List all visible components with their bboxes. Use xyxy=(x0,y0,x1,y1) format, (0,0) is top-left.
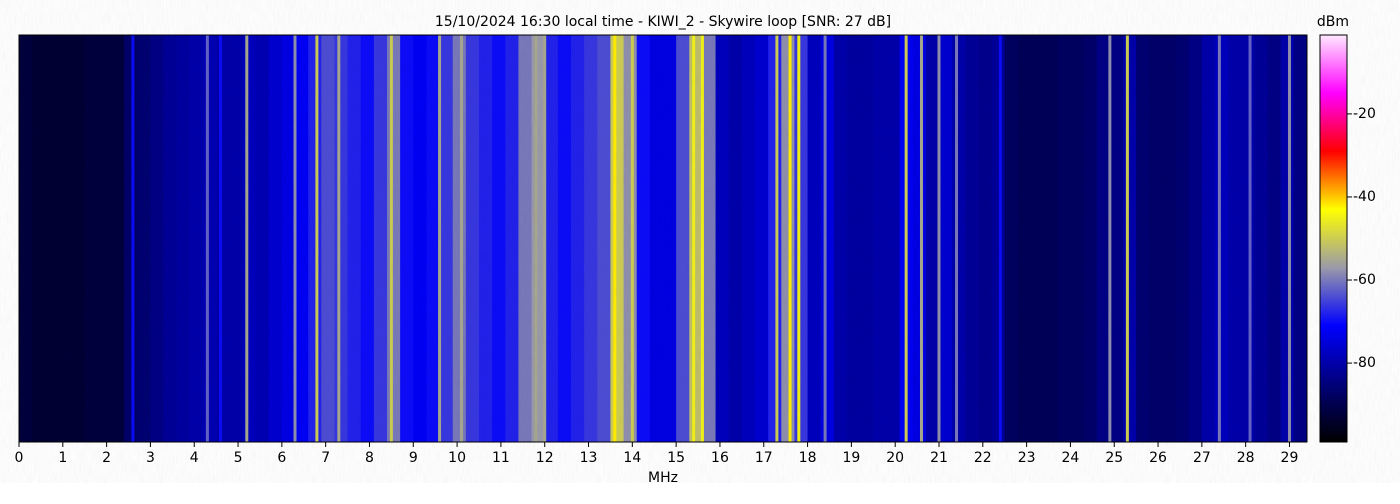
x-tick-label: 9 xyxy=(409,450,418,466)
plot-frame xyxy=(18,34,1308,443)
x-tick-label: 7 xyxy=(321,450,330,466)
x-tick-label: 8 xyxy=(365,450,374,466)
x-tick-label: 23 xyxy=(1018,450,1036,466)
texture xyxy=(19,35,1307,442)
x-tick-label: 25 xyxy=(1105,450,1123,466)
x-tick-label: 6 xyxy=(277,450,286,466)
x-tick-label: 17 xyxy=(755,450,773,466)
x-tick-label: 3 xyxy=(146,450,155,466)
x-tick-label: 29 xyxy=(1281,450,1299,466)
x-tick-label: 10 xyxy=(448,450,466,466)
chart-title: 15/10/2024 16:30 local time - KIWI_2 - S… xyxy=(435,14,891,30)
colorbar-tick-label: -40 xyxy=(1353,189,1376,205)
x-tick-label: 22 xyxy=(974,450,992,466)
x-tick-label: 18 xyxy=(799,450,817,466)
x-tick-label: 5 xyxy=(234,450,243,466)
x-tick-label: 14 xyxy=(623,450,641,466)
colorbar-tick-label: -20 xyxy=(1353,106,1376,122)
x-tick-label: 11 xyxy=(492,450,510,466)
colorbar-label: dBm xyxy=(1317,14,1349,30)
x-tick-label: 27 xyxy=(1193,450,1211,466)
x-tick-label: 16 xyxy=(711,450,729,466)
x-tick-label: 4 xyxy=(190,450,199,466)
colorbar-tick-label: -60 xyxy=(1353,272,1376,288)
colorbar-tick-label: -80 xyxy=(1353,355,1376,371)
x-tick-label: 1 xyxy=(58,450,67,466)
x-tick-label: 15 xyxy=(667,450,685,466)
colorbar xyxy=(1319,34,1348,443)
x-axis-label: MHz xyxy=(648,470,678,486)
x-tick-label: 20 xyxy=(886,450,904,466)
x-tick-label: 19 xyxy=(842,450,860,466)
x-tick-label: 28 xyxy=(1237,450,1255,466)
x-tick-label: 26 xyxy=(1149,450,1167,466)
x-tick-label: 24 xyxy=(1062,450,1080,466)
x-tick-label: 12 xyxy=(536,450,554,466)
x-tick-label: 0 xyxy=(15,450,24,466)
x-tick-label: 21 xyxy=(930,450,948,466)
x-tick-label: 2 xyxy=(102,450,111,466)
x-tick-label: 13 xyxy=(580,450,598,466)
